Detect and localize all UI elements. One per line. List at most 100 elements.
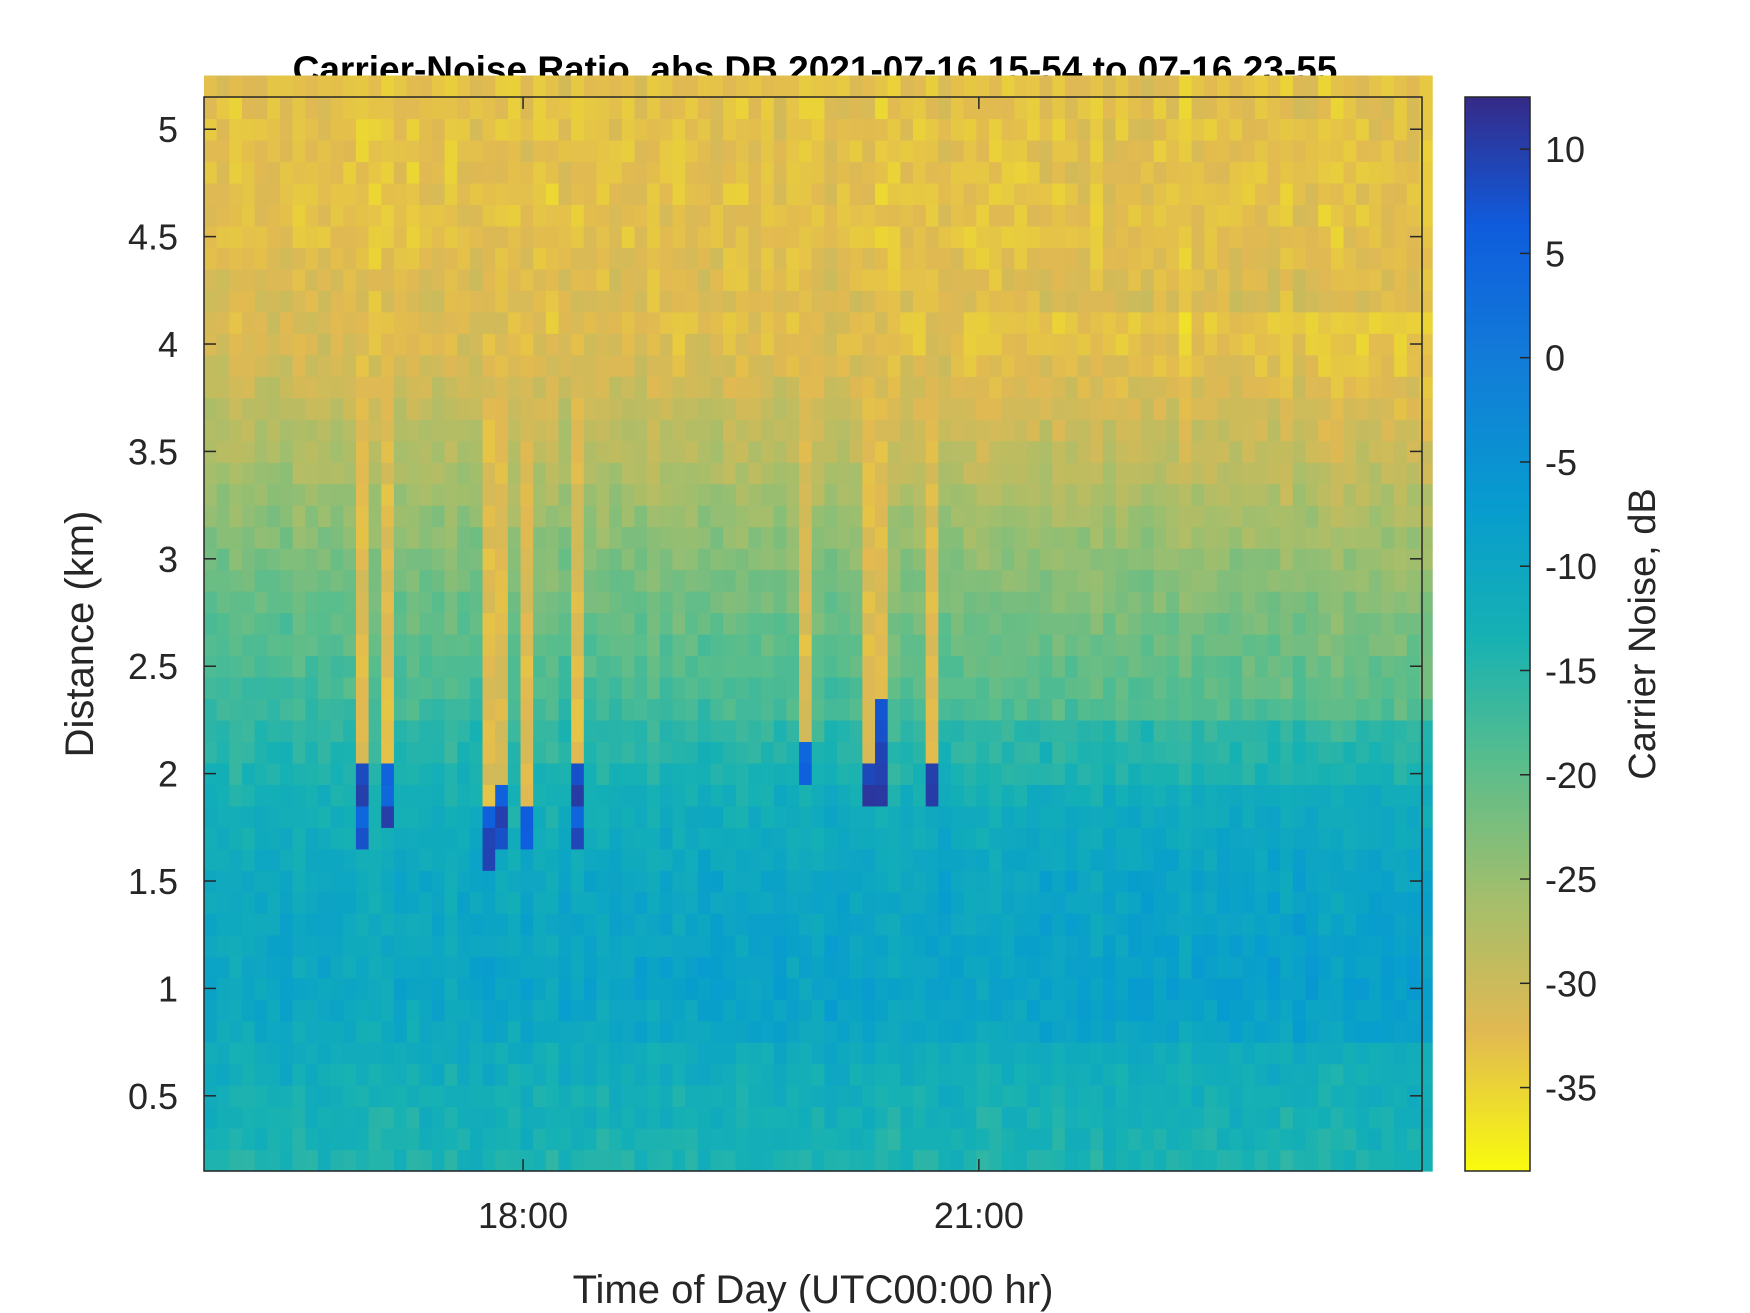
heatmap-cell	[963, 827, 977, 850]
heatmap-cell	[431, 225, 446, 248]
heatmap-cell	[1267, 977, 1281, 1000]
heatmap-cell	[786, 505, 800, 528]
heatmap-cell	[317, 741, 332, 764]
heatmap-cell	[900, 204, 914, 227]
heatmap-cell	[1014, 569, 1028, 592]
heatmap-cell	[938, 1106, 952, 1129]
heatmap-cell	[469, 956, 484, 979]
heatmap-cell	[710, 805, 724, 828]
heatmap-cell	[735, 483, 750, 506]
heatmap-cell	[824, 526, 838, 549]
heatmap-cell	[368, 956, 382, 979]
heatmap-cell	[355, 848, 370, 871]
heatmap-cell	[507, 290, 522, 313]
heatmap-cell	[1242, 655, 1256, 678]
heatmap-cell	[951, 526, 965, 549]
heatmap-cell	[1064, 698, 1079, 721]
heatmap-cell	[723, 977, 737, 1000]
heatmap-cell	[393, 75, 408, 98]
heatmap-cell	[811, 483, 825, 506]
heatmap-cell	[1166, 75, 1180, 98]
heatmap-cell	[913, 698, 927, 721]
heatmap-cell	[1178, 118, 1193, 141]
heatmap-cell	[1242, 290, 1256, 313]
heatmap-cell	[1381, 1085, 1395, 1108]
heatmap-cell	[355, 462, 370, 485]
heatmap-cell	[1166, 891, 1180, 914]
heatmap-cell	[1115, 333, 1129, 356]
heatmap-cell	[241, 75, 256, 98]
heatmap-cell	[254, 848, 268, 871]
heatmap-cell	[216, 999, 230, 1022]
heatmap-cell	[1115, 204, 1129, 227]
heatmap-cell	[381, 139, 395, 163]
heatmap-cell	[381, 676, 395, 700]
heatmap-cell	[659, 75, 674, 98]
heatmap-cell	[1280, 225, 1294, 248]
heatmap-cell	[1292, 440, 1307, 463]
heatmap-cell	[545, 268, 560, 291]
heatmap-cell	[1178, 419, 1193, 442]
heatmap-cell	[545, 548, 560, 571]
heatmap-cell	[773, 333, 788, 356]
heatmap-cell	[1267, 462, 1281, 485]
heatmap-cell	[1254, 827, 1269, 850]
heatmap-cell	[1305, 118, 1319, 141]
heatmap-cell	[558, 1042, 572, 1065]
heatmap-cell	[254, 1063, 268, 1086]
heatmap-cell	[1001, 977, 1015, 1000]
heatmap-cell	[267, 247, 281, 270]
heatmap-cell	[1178, 848, 1193, 871]
heatmap-cell	[1394, 762, 1408, 785]
heatmap-cell	[837, 805, 851, 828]
heatmap-cell	[1292, 634, 1307, 657]
heatmap-cell	[482, 311, 496, 334]
heatmap-cell	[761, 805, 775, 828]
heatmap-cell	[761, 290, 775, 313]
heatmap-cell	[1305, 1106, 1319, 1129]
heatmap-cell	[988, 505, 1003, 528]
heatmap-cell	[735, 934, 750, 957]
heatmap-cell	[913, 569, 927, 592]
heatmap-cell	[837, 204, 851, 227]
heatmap-cell	[317, 999, 332, 1022]
heatmap-cell	[545, 505, 560, 528]
heatmap-cell	[1026, 569, 1041, 592]
heatmap-cell	[1001, 440, 1015, 463]
heatmap-cell	[204, 719, 218, 742]
heatmap-cell	[887, 1106, 901, 1129]
heatmap-cell	[609, 182, 623, 205]
heatmap-cell	[811, 762, 825, 785]
heatmap-cell	[558, 634, 572, 657]
heatmap-cell	[1343, 462, 1357, 485]
heatmap-cell	[355, 934, 370, 957]
heatmap-cell	[634, 333, 648, 356]
heatmap-cell	[583, 634, 598, 657]
heatmap-cell	[520, 676, 534, 700]
heatmap-cell	[216, 483, 230, 506]
heatmap-cell	[1254, 75, 1269, 98]
heatmap-cell	[1166, 290, 1180, 313]
heatmap-cell	[1267, 204, 1281, 227]
heatmap-cell	[1318, 1106, 1332, 1129]
heatmap-cell	[1267, 784, 1281, 807]
heatmap-cell	[837, 569, 851, 592]
heatmap-cell	[431, 1063, 446, 1086]
heatmap-cell	[773, 1085, 788, 1108]
heatmap-cell	[735, 870, 750, 893]
heatmap-cell	[507, 719, 522, 742]
heatmap-cell	[811, 333, 825, 356]
heatmap-cell	[431, 999, 446, 1022]
heatmap-cell	[621, 118, 636, 141]
heatmap-cell	[241, 870, 256, 893]
heatmap-cell	[938, 204, 952, 227]
heatmap-cell	[545, 247, 560, 270]
heatmap-cell	[279, 75, 294, 98]
heatmap-cell	[875, 591, 889, 614]
heatmap-cell	[1115, 719, 1129, 742]
heatmap-cell	[216, 1042, 230, 1065]
heatmap-cell	[773, 676, 788, 700]
heatmap-cell	[457, 956, 471, 979]
heatmap-cell	[735, 182, 750, 205]
heatmap-cell	[963, 977, 977, 1000]
